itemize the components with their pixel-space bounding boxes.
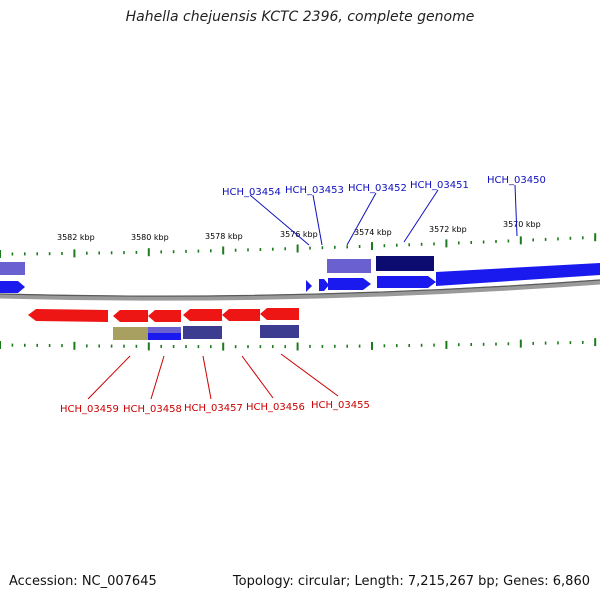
gene-label-HCH_03454[interactable]: HCH_03454 — [222, 187, 281, 198]
genome-summary-text: Topology: circular; Length: 7,215,267 bp… — [232, 574, 590, 589]
gene-label-HCH_03456[interactable]: HCH_03456 — [246, 402, 305, 413]
gene-arrow-HCH_03450[interactable] — [436, 263, 600, 286]
genome-backbone — [0, 279, 600, 301]
scale-label-3580: 3580 kbp — [131, 233, 169, 242]
scale-label-3582: 3582 kbp — [57, 233, 95, 242]
gene-arrow[interactable] — [0, 281, 25, 293]
forward-label-leaders — [249, 184, 518, 246]
feature-box — [327, 259, 371, 273]
gene-label-HCH_03459[interactable]: HCH_03459 — [60, 404, 119, 415]
gene-arrow-HCH_03456[interactable] — [222, 309, 260, 321]
gene-label-HCH_03452[interactable]: HCH_03452 — [348, 183, 407, 194]
reverse-gene-labels: HCH_03459 HCH_03458 HCH_03457 HCH_03456 … — [60, 400, 370, 415]
gene-arrow-HCH_03459[interactable] — [28, 309, 108, 322]
gene-label-HCH_03458[interactable]: HCH_03458 — [123, 404, 182, 415]
scale-label-3574: 3574 kbp — [354, 228, 392, 237]
gene-arrow-HCH_03453[interactable] — [319, 279, 329, 291]
gene-arrow-HCH_03451[interactable] — [377, 276, 436, 288]
gene-arrow-HCH_03458b[interactable] — [148, 310, 181, 322]
forward-strand-genes — [0, 256, 600, 293]
gene-arrow-HCH_03452[interactable] — [328, 278, 371, 290]
scale-label-3576: 3576 kbp — [280, 230, 318, 239]
scale-ticks-top — [0, 233, 597, 258]
gene-label-HCH_03451[interactable]: HCH_03451 — [410, 180, 469, 191]
gene-arrow-HCH_03458[interactable] — [113, 310, 148, 322]
accession-text: Accession: NC_007645 — [9, 574, 157, 589]
scale-label-3572: 3572 kbp — [429, 225, 467, 234]
gene-label-HCH_03453[interactable]: HCH_03453 — [285, 185, 344, 196]
gene-arrow-HCH_03457[interactable] — [183, 309, 222, 321]
scale-ticks-bottom — [0, 338, 597, 351]
gene-label-HCH_03457[interactable]: HCH_03457 — [184, 403, 243, 414]
forward-gene-labels: HCH_03454 HCH_03453 HCH_03452 HCH_03451 … — [222, 175, 546, 198]
feature-box — [148, 333, 181, 340]
feature-box — [113, 327, 148, 340]
feature-box — [376, 256, 434, 271]
feature-box — [183, 326, 222, 339]
reverse-label-leaders — [87, 353, 339, 400]
map-title: Hahella chejuensis KCTC 2396, complete g… — [125, 9, 475, 25]
scale-label-3578: 3578 kbp — [205, 232, 243, 241]
feature-box — [260, 325, 299, 338]
scale-labels: 3582 kbp 3580 kbp 3578 kbp 3576 kbp 3574… — [57, 220, 541, 242]
feature-box — [148, 327, 181, 333]
gene-arrow-HCH_03454[interactable] — [306, 280, 312, 292]
scale-label-3570: 3570 kbp — [503, 220, 541, 229]
gene-label-HCH_03450[interactable]: HCH_03450 — [487, 175, 546, 186]
gene-label-HCH_03455[interactable]: HCH_03455 — [311, 400, 370, 411]
gene-arrow-HCH_03455[interactable] — [260, 308, 299, 320]
reverse-strand-genes — [28, 308, 299, 340]
feature-box — [0, 262, 25, 275]
